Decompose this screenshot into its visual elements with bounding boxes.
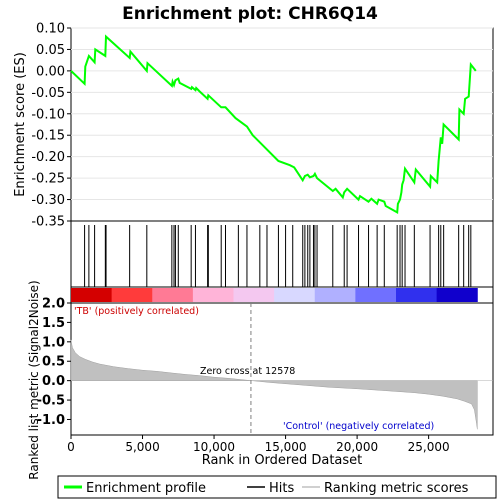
hits-panel bbox=[70, 220, 494, 288]
hit-markers bbox=[84, 225, 472, 287]
metric-area bbox=[70, 339, 493, 430]
es-y-tick-label: -0.25 bbox=[31, 172, 65, 187]
metric-x-tick-label: 25,000 bbox=[408, 440, 450, 454]
colorbar-segment bbox=[111, 288, 153, 302]
colorbar-segment bbox=[192, 288, 235, 302]
metric-x-tick-label: 5,000 bbox=[125, 440, 159, 454]
metric-y-tick-label: -0.5 bbox=[37, 394, 65, 409]
colorbar-segment bbox=[436, 288, 478, 302]
es-y-ticks: -0.35 -0.30 -0.25 -0.20 -0.15 -0.10 -0.05 0.00 0… bbox=[31, 22, 71, 230]
colorbar-segment bbox=[71, 288, 113, 302]
zero-cross-label: Zero cross at 12578 bbox=[200, 366, 295, 377]
metric-y-ticks: -1.0 -0.5 0.0 0.5 1.0 1.5 2.0 bbox=[37, 297, 71, 428]
metric-y-tick-label: 0.5 bbox=[42, 355, 65, 370]
legend-frame bbox=[57, 475, 497, 499]
metric-y-tick-label: 1.0 bbox=[42, 335, 65, 350]
metric-x-axis-label: Rank in Ordered Dataset bbox=[202, 453, 363, 468]
es-y-tick-label: -0.30 bbox=[31, 193, 65, 208]
chart-title: Enrichment plot: CHR6Q14 bbox=[122, 4, 378, 24]
es-panel: -0.35 -0.30 -0.25 -0.20 -0.15 -0.10 -0.05 0.00 0… bbox=[13, 22, 494, 230]
colorbar-segment bbox=[396, 288, 438, 302]
colorbar-segment bbox=[314, 288, 356, 302]
hits-frame bbox=[70, 220, 494, 288]
positive-label: 'TB' (positively correlated) bbox=[74, 306, 199, 317]
metric-area-path bbox=[70, 339, 478, 430]
es-y-tick-label: -0.20 bbox=[31, 150, 65, 165]
es-y-tick-label: 0.00 bbox=[36, 64, 65, 79]
es-y-tick-label: 0.10 bbox=[36, 22, 65, 37]
es-profile-line bbox=[70, 34, 477, 215]
es-y-axis-label: Enrichment score (ES) bbox=[13, 52, 28, 197]
es-y-tick-label: -0.15 bbox=[31, 129, 65, 144]
metric-x-ticks: 0 5,000 10,000 15,000 20,000 25,000 bbox=[67, 435, 450, 454]
metric-x-tick-label: 20,000 bbox=[336, 440, 378, 454]
es-y-tick-label: -0.35 bbox=[31, 215, 65, 230]
metric-x-tick-label: 0 bbox=[67, 440, 75, 454]
negative-label: 'Control' (negatively correlated) bbox=[283, 421, 434, 432]
es-profile-path bbox=[70, 34, 477, 215]
metric-x-tick-label: 10,000 bbox=[193, 440, 235, 454]
metric-y-tick-label: 2.0 bbox=[42, 297, 65, 312]
colorbar-segment bbox=[355, 288, 397, 302]
es-plot-frame bbox=[70, 27, 494, 222]
metric-x-tick-label: 15,000 bbox=[265, 440, 307, 454]
colorbar-panel bbox=[70, 286, 494, 304]
legend: Enrichment profile Hits Ranking metric s… bbox=[57, 475, 497, 499]
metric-y-tick-label: 1.5 bbox=[42, 316, 65, 331]
legend-metric-label: Ranking metric scores bbox=[324, 481, 469, 496]
es-y-tick-label: -0.05 bbox=[31, 86, 65, 101]
colorbar-segment bbox=[152, 288, 194, 302]
es-y-tick-label: 0.05 bbox=[36, 43, 65, 58]
legend-profile-label: Enrichment profile bbox=[86, 481, 206, 496]
colorbar-segment bbox=[233, 288, 275, 302]
es-y-tick-label: -0.10 bbox=[31, 107, 65, 122]
metric-y-tick-label: 0.0 bbox=[42, 374, 65, 389]
metric-y-axis-label: Ranked list metric (Signal2Noise) bbox=[27, 280, 41, 479]
metric-y-tick-label: -1.0 bbox=[37, 413, 65, 428]
ranked-list-colorbar bbox=[71, 288, 478, 302]
metric-panel: -1.0 -0.5 0.0 0.5 1.0 1.5 2.0 0 5,000 10,000 15,0… bbox=[27, 280, 494, 480]
metric-plot-frame bbox=[70, 302, 494, 436]
colorbar-segment bbox=[274, 288, 316, 302]
legend-hits-label: Hits bbox=[269, 481, 294, 496]
